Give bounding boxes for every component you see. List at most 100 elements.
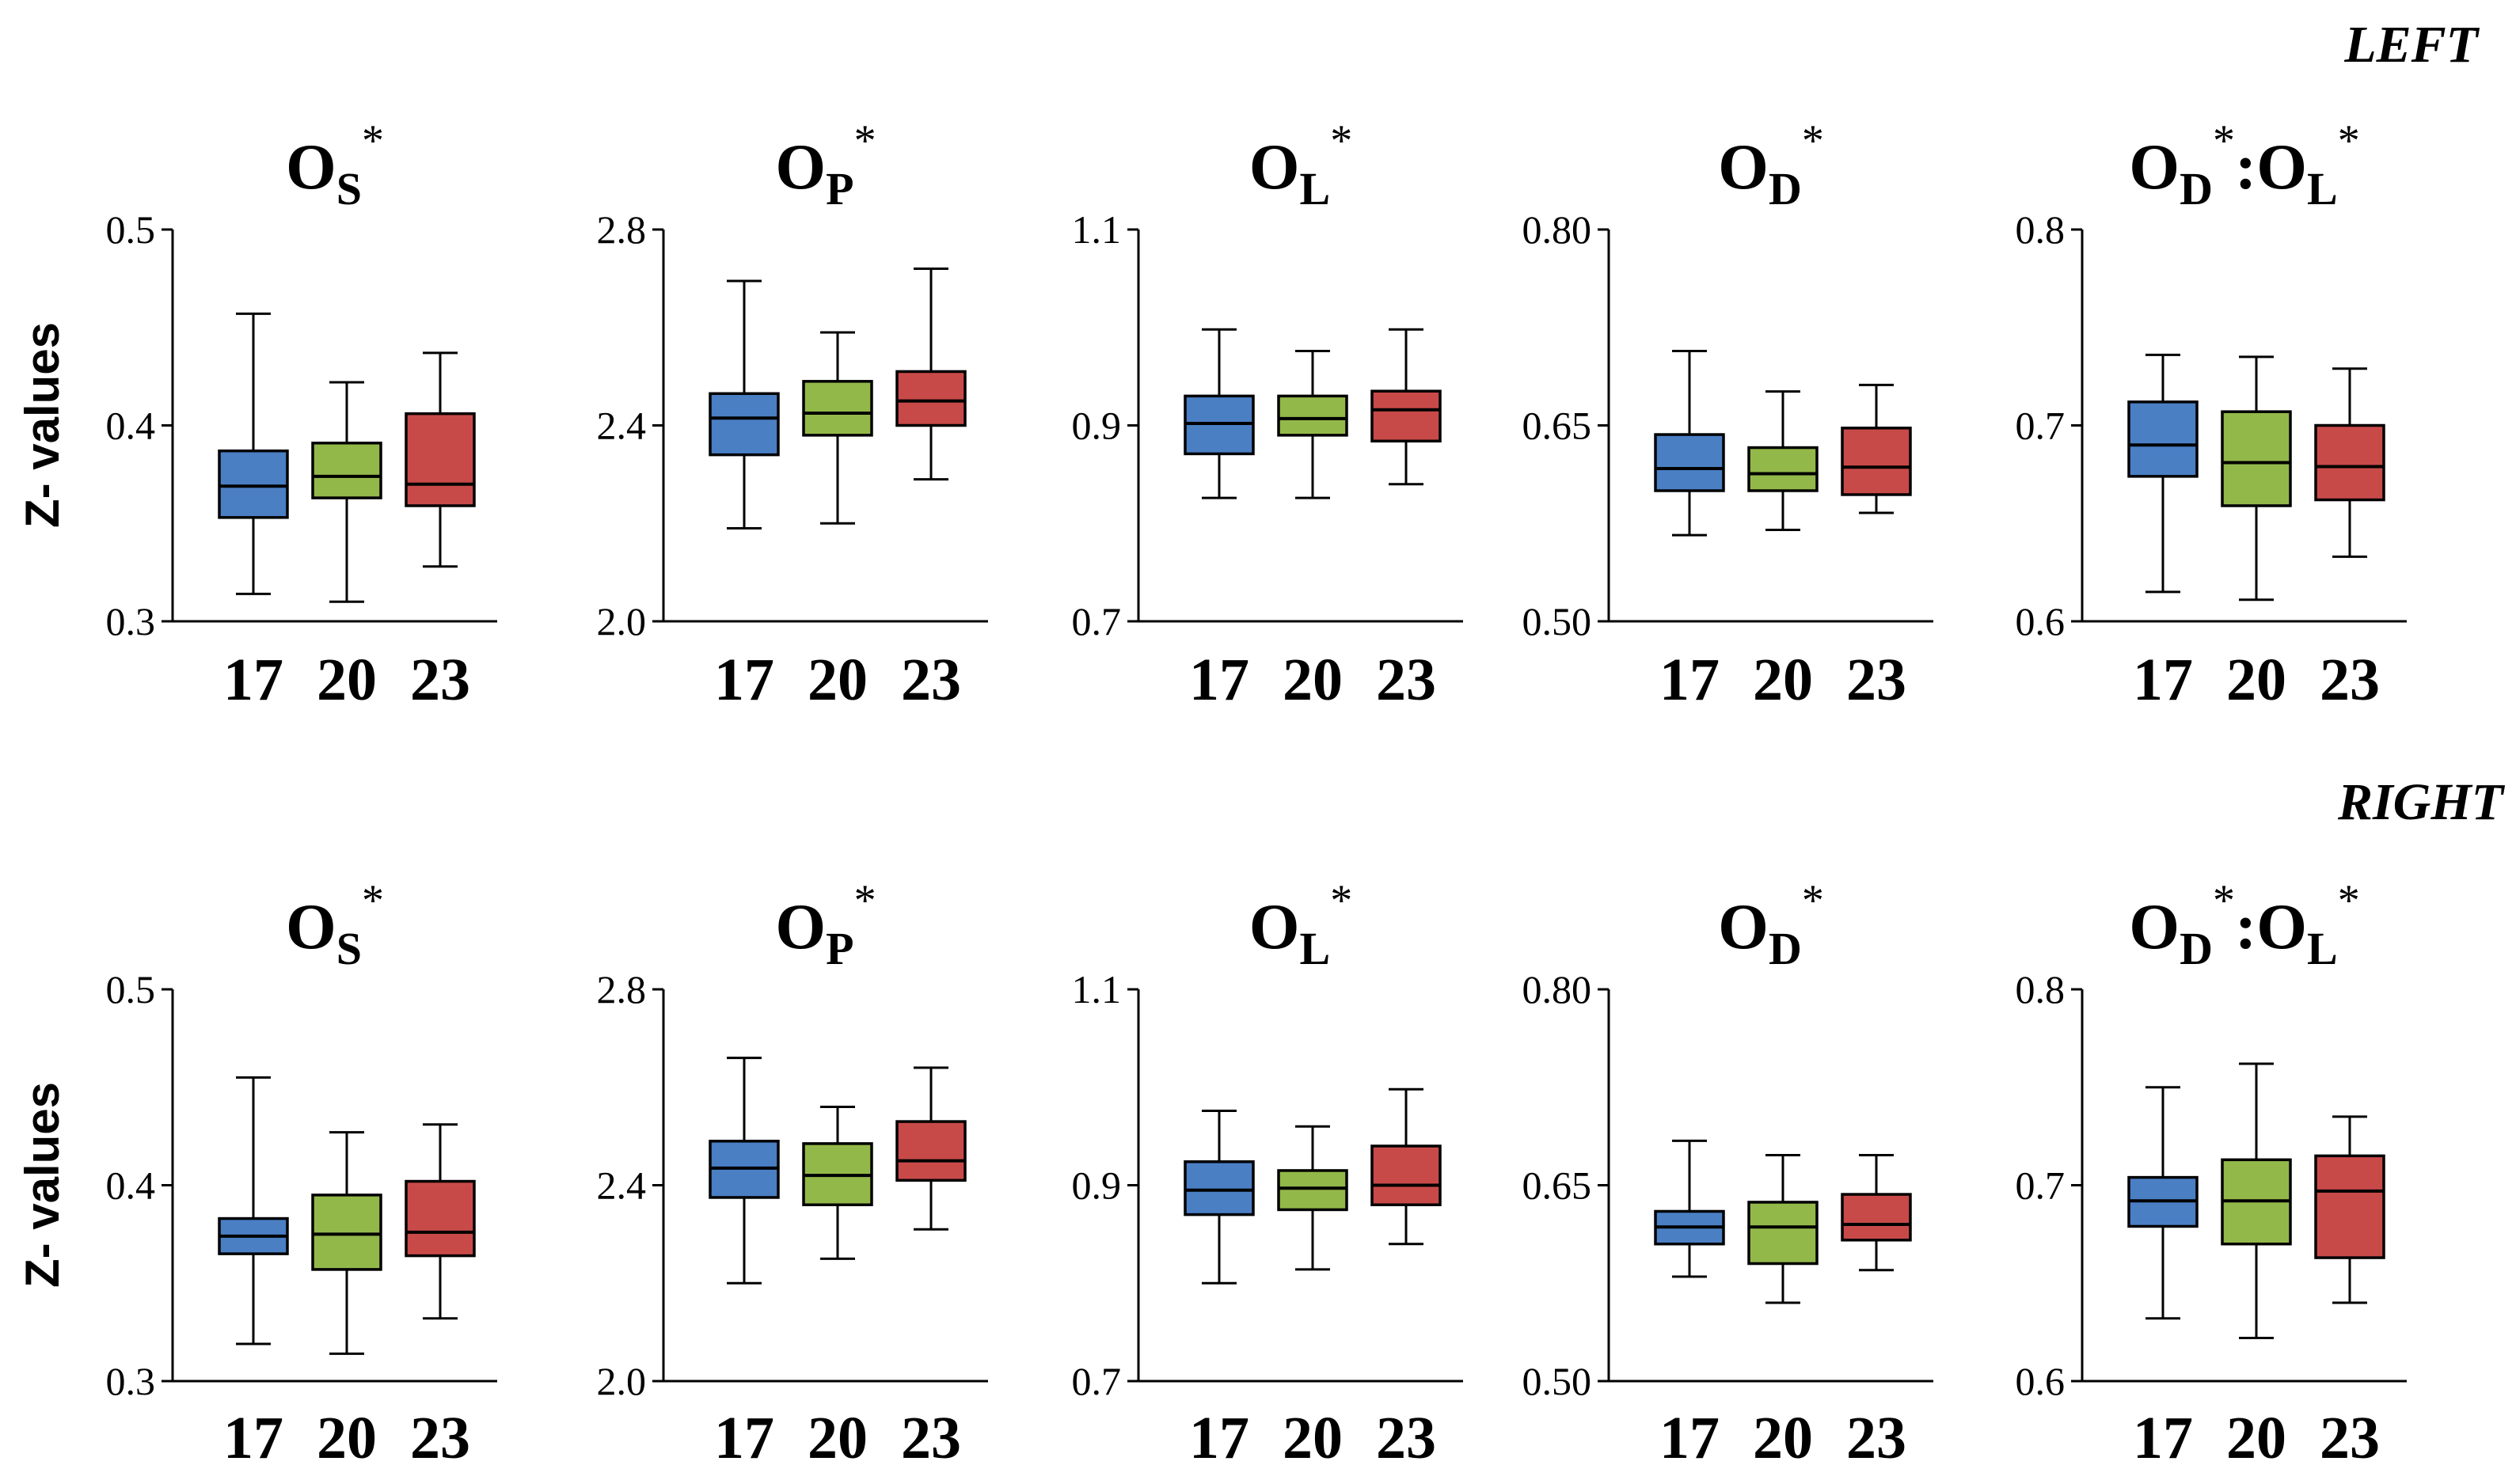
box-23: [1370, 328, 1442, 486]
y-tick-label: 0.80: [1522, 207, 1592, 252]
y-tick-label: 0.50: [1522, 1359, 1592, 1403]
x-tick-label: 17: [1659, 647, 1720, 713]
panels-group: 0.3 0.4 0.5 Z- values OS* 17 20 23 2.0 2.4 2.8 OP* 1…: [16, 116, 2407, 1471]
panel-title: OL*: [1249, 876, 1352, 974]
iqr-box: [709, 392, 780, 457]
iqr-box: [802, 380, 873, 437]
box-23: [895, 268, 967, 481]
box-23: [405, 351, 476, 568]
box-23: [1841, 1154, 1912, 1272]
box-23: [405, 1123, 476, 1320]
iqr-box: [2221, 410, 2292, 507]
y-tick-label: 0.65: [1522, 1163, 1592, 1208]
x-tick-label: 20: [1753, 647, 1813, 713]
x-tick-label: 20: [2226, 1405, 2286, 1471]
panel-right-2: 2.0 2.4 2.8 OP* 17 20 23: [597, 876, 988, 1471]
x-tick-label: 17: [1659, 1405, 1720, 1471]
x-tick-label: 20: [317, 647, 377, 713]
x-tick-label: 20: [2226, 647, 2286, 713]
x-tick-label: 23: [901, 647, 961, 713]
x-tick-label: 17: [714, 647, 774, 713]
box-17: [1654, 1139, 1725, 1278]
iqr-box: [1370, 1144, 1442, 1206]
x-tick-label: 17: [2133, 1405, 2193, 1471]
y-tick-label: 2.8: [597, 967, 647, 1011]
y-tick-label: 0.8: [2016, 207, 2066, 252]
box-20: [1277, 1125, 1348, 1271]
box-17: [218, 1076, 289, 1345]
panel-title: OP*: [775, 116, 876, 214]
iqr-box: [311, 442, 382, 499]
x-tick-label: 23: [2320, 647, 2380, 713]
y-tick-label: 0.4: [106, 404, 156, 448]
row-label-left: LEFT: [2343, 16, 2480, 74]
box-20: [311, 381, 382, 603]
panel-title: OD*: [1718, 876, 1824, 974]
iqr-box: [1277, 1169, 1348, 1212]
y-axis-label: Z- values: [16, 1082, 69, 1288]
x-tick-label: 20: [808, 647, 868, 713]
box-23: [1841, 383, 1912, 514]
y-tick-label: 0.7: [1072, 1359, 1122, 1403]
x-tick-label: 23: [1846, 647, 1906, 713]
y-tick-label: 0.4: [106, 1163, 156, 1208]
panel-title: OD*:OL*: [2129, 116, 2359, 214]
box-17: [2127, 353, 2199, 594]
y-tick-label: 0.6: [2016, 599, 2066, 643]
panel-title: OD*:OL*: [2129, 876, 2359, 974]
y-tick-label: 0.80: [1522, 967, 1592, 1011]
row-label-right: RIGHT: [2337, 773, 2506, 831]
box-20: [311, 1131, 382, 1355]
y-tick-label: 0.7: [1072, 599, 1122, 643]
y-tick-label: 0.7: [2016, 404, 2066, 448]
box-20: [802, 1106, 873, 1260]
box-23: [1370, 1087, 1442, 1246]
box-17: [1184, 1109, 1255, 1285]
box-17: [1654, 349, 1725, 537]
panel-left-2: 2.0 2.4 2.8 OP* 17 20 23: [597, 116, 988, 713]
box-20: [2221, 1062, 2292, 1340]
x-tick-label: 23: [410, 1405, 470, 1471]
panel-title: OS*: [286, 876, 384, 974]
x-tick-label: 23: [1376, 1405, 1436, 1471]
box-17: [709, 279, 780, 529]
iqr-box: [405, 1179, 476, 1258]
x-tick-label: 23: [1376, 647, 1436, 713]
iqr-box: [311, 1194, 382, 1271]
x-tick-label: 23: [2320, 1405, 2380, 1471]
iqr-box: [1277, 394, 1348, 437]
y-tick-label: 2.4: [597, 404, 647, 448]
panel-right-4: 0.50 0.65 0.80 OD* 17 20 23: [1522, 876, 1933, 1471]
x-tick-label: 23: [901, 1405, 961, 1471]
x-tick-label: 23: [1846, 1405, 1906, 1471]
box-17: [709, 1057, 780, 1285]
box-20: [2221, 355, 2292, 602]
y-tick-label: 0.5: [106, 967, 156, 1011]
x-tick-label: 17: [714, 1405, 774, 1471]
iqr-box: [1747, 446, 1819, 492]
iqr-box: [1370, 389, 1442, 443]
box-20: [1277, 349, 1348, 499]
box-17: [2127, 1086, 2199, 1320]
x-tick-label: 20: [1283, 647, 1343, 713]
y-tick-label: 0.7: [2016, 1163, 2066, 1208]
iqr-box: [1841, 427, 1912, 496]
panel-title: OP*: [775, 876, 876, 974]
y-tick-label: 2.8: [597, 207, 647, 252]
panel-right-3: 0.7 0.9 1.1 OL* 17 20 23: [1072, 876, 1463, 1471]
x-tick-label: 20: [1753, 1405, 1813, 1471]
iqr-box: [405, 412, 476, 507]
x-tick-label: 17: [223, 1405, 283, 1471]
y-tick-label: 0.65: [1522, 404, 1592, 448]
x-tick-label: 17: [2133, 647, 2193, 713]
iqr-box: [1841, 1193, 1912, 1242]
box-20: [802, 331, 873, 525]
y-tick-label: 1.1: [1072, 967, 1122, 1011]
iqr-box: [218, 449, 289, 519]
box-17: [218, 312, 289, 595]
y-tick-label: 1.1: [1072, 207, 1122, 252]
panel-title: OS*: [286, 116, 384, 214]
box-23: [2314, 367, 2385, 558]
y-tick-label: 0.3: [106, 1359, 156, 1403]
